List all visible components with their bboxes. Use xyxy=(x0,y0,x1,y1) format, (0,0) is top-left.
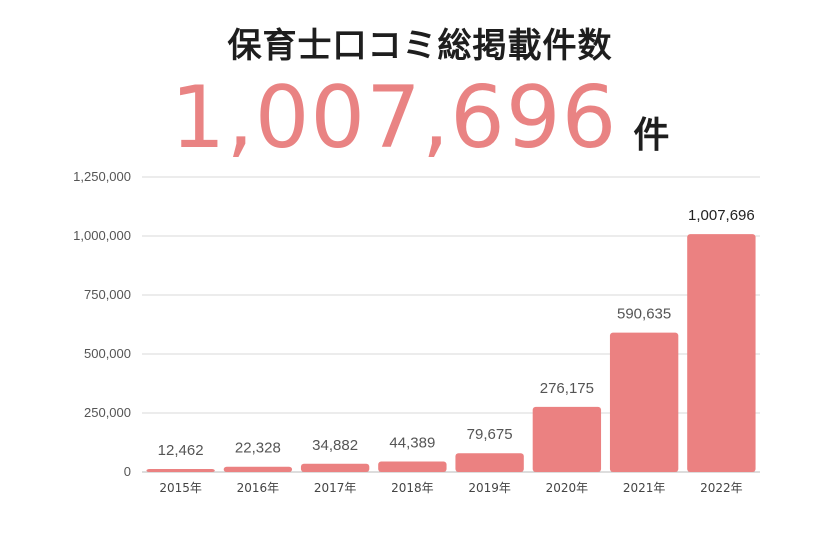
x-tick-label: 2021年 xyxy=(623,481,666,495)
x-tick-label: 2022年 xyxy=(700,481,743,495)
x-tick-label: 2020年 xyxy=(546,481,589,495)
y-tick-label: 750,000 xyxy=(84,287,131,302)
x-tick-label: 2018年 xyxy=(391,481,434,495)
x-tick-label: 2019年 xyxy=(468,481,511,495)
page-title: 保育士口コミ総掲載件数 xyxy=(227,26,613,66)
bar xyxy=(223,466,293,472)
data-label: 276,175 xyxy=(540,380,594,397)
y-tick-label: 250,000 xyxy=(84,405,131,420)
data-label: 44,389 xyxy=(389,435,435,452)
y-tick-label: 500,000 xyxy=(84,346,131,361)
data-label: 22,328 xyxy=(235,440,281,457)
x-tick-label: 2016年 xyxy=(237,481,280,495)
y-tick-label: 1,250,000 xyxy=(73,169,131,184)
total-count-unit: 件 xyxy=(633,115,670,156)
bar xyxy=(609,332,679,472)
bar xyxy=(378,461,447,472)
bar xyxy=(455,453,524,472)
total-count-value: 1,007,696 xyxy=(170,68,618,168)
data-label: 1,007,696 xyxy=(688,207,755,224)
data-label: 12,462 xyxy=(158,442,204,459)
x-tick-label: 2015年 xyxy=(159,481,202,495)
bar xyxy=(532,406,602,472)
y-tick-label: 1,000,000 xyxy=(73,228,131,243)
y-tick-label: 0 xyxy=(124,464,131,479)
bar xyxy=(300,463,370,472)
x-tick-label: 2017年 xyxy=(314,481,357,495)
bar xyxy=(687,234,756,472)
data-label: 590,635 xyxy=(617,306,671,323)
bar xyxy=(146,469,215,472)
total-count: 1,007,696 件 xyxy=(0,68,840,168)
data-label: 34,882 xyxy=(312,437,358,454)
data-label: 79,675 xyxy=(467,426,513,443)
